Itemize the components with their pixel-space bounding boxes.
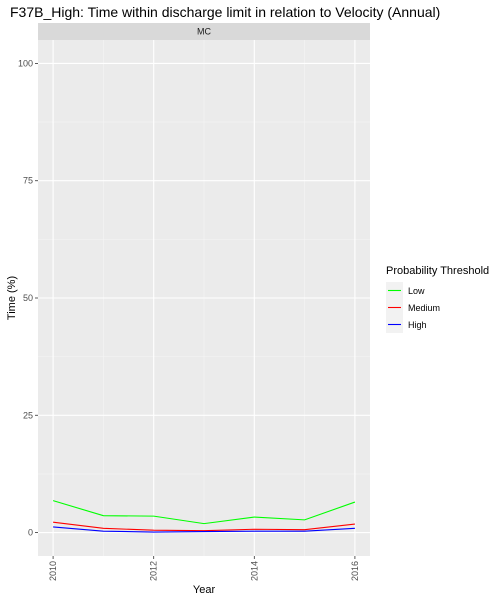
legend-label-low: Low	[408, 286, 425, 296]
x-tick-label: 2012	[149, 561, 159, 581]
y-tick-label: 50	[23, 293, 33, 303]
legend-label-medium: Medium	[408, 303, 440, 313]
facet-strip	[38, 23, 370, 40]
x-tick-label: 2014	[249, 561, 259, 581]
series-line-medium	[53, 521, 355, 532]
series-line-high	[53, 526, 355, 533]
x-axis-title: Year	[193, 584, 216, 596]
y-tick-label: 25	[23, 410, 33, 420]
series-line-low	[52, 500, 356, 525]
y-tick-label: 75	[23, 176, 33, 186]
y-tick-label: 100	[18, 58, 33, 68]
x-tick-label: 2016	[350, 561, 360, 581]
y-tick-label: 0	[28, 528, 33, 538]
y-axis-title: Time (%)	[6, 276, 18, 320]
facet-strip-label: MC	[197, 27, 211, 37]
x-tick-label: 2010	[48, 561, 58, 581]
chart-title: F37B_High: Time within discharge limit i…	[10, 4, 441, 20]
legend-label-high: High	[408, 320, 427, 330]
legend-title: Probability Threshold	[386, 265, 489, 277]
